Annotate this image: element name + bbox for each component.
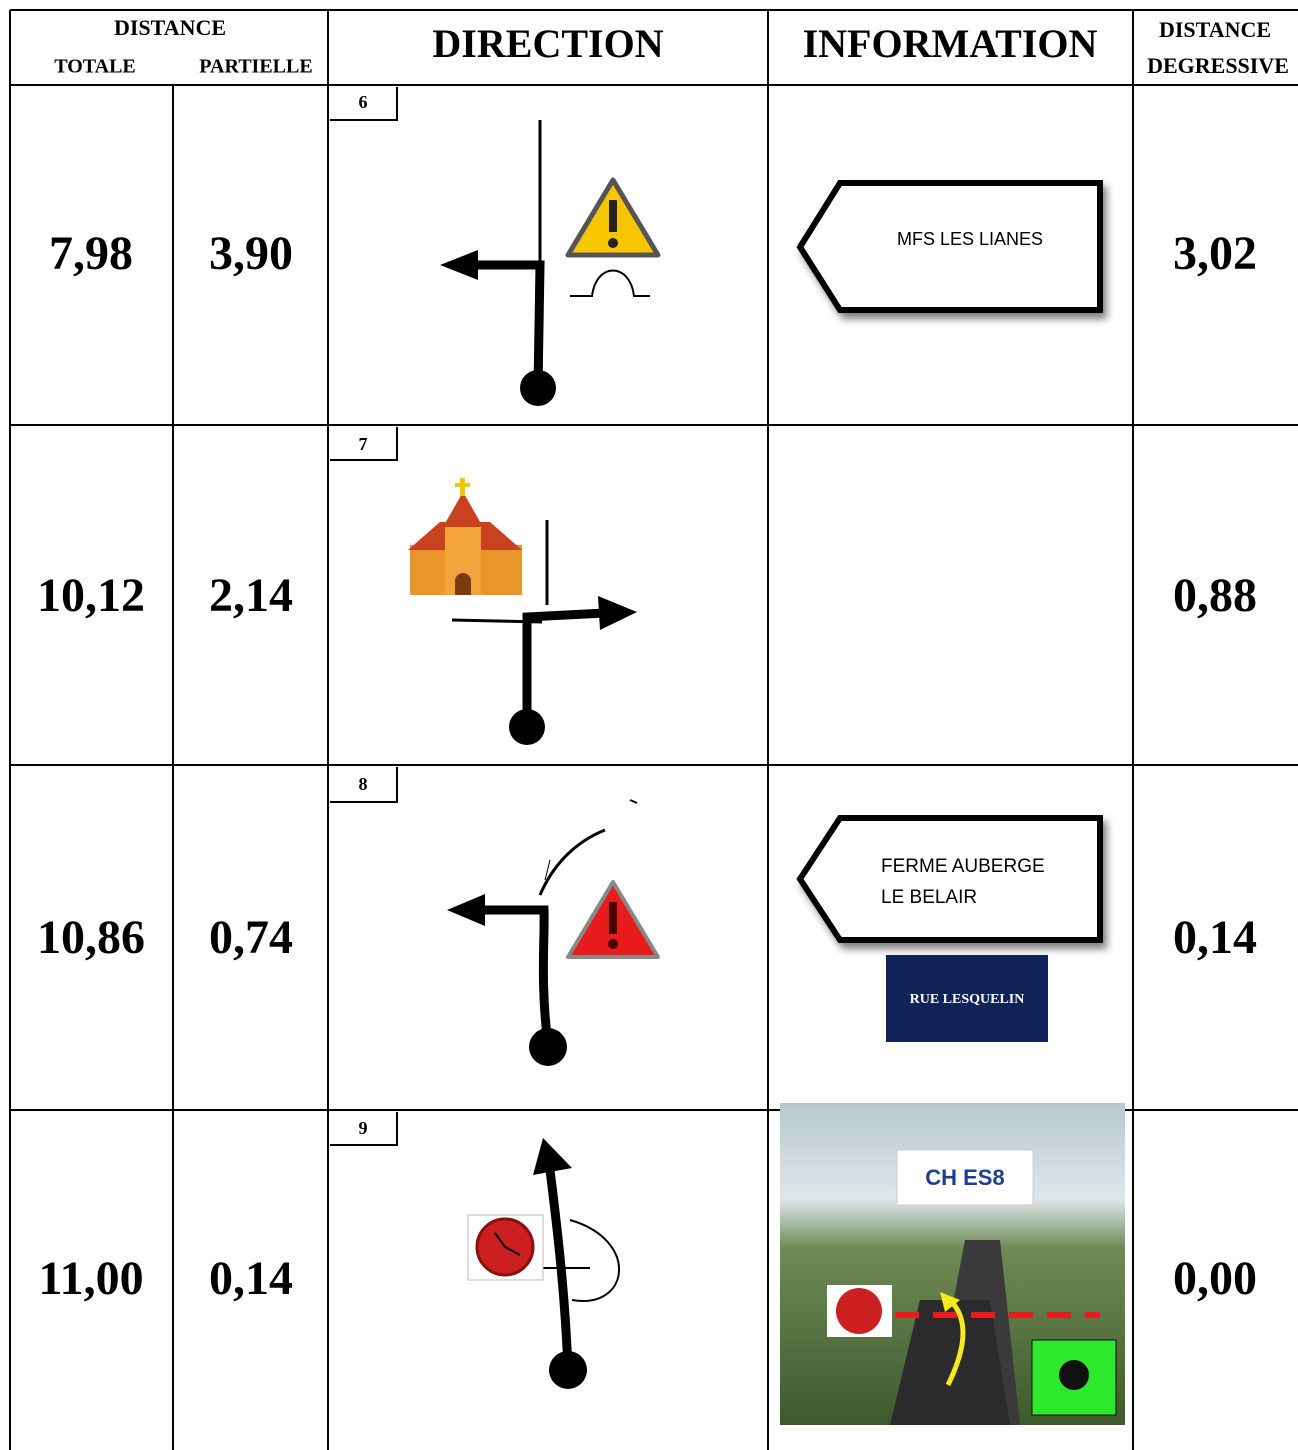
header-information: INFORMATION — [803, 21, 1098, 66]
step-number: 7 — [359, 434, 368, 454]
degressive: 0,88 — [1173, 569, 1257, 622]
direction-diagram — [467, 1138, 620, 1389]
totale: 7,98 — [49, 227, 133, 280]
totale: 10,12 — [37, 569, 145, 622]
row: 7,98 3,90 3,02 10,12 2,14 0,88 10,86 0,7… — [37, 227, 1257, 1305]
step-number: 6 — [359, 92, 368, 112]
sign-text: LE BELAIR — [881, 887, 977, 908]
road-photo: CH ES8 — [780, 1103, 1125, 1425]
partielle: 0,74 — [209, 911, 293, 964]
street-sign: RUE LESQUELIN — [886, 955, 1048, 1042]
step-boxes — [330, 87, 398, 1146]
degressive: 0,14 — [1173, 911, 1257, 964]
header-distance: DISTANCE — [114, 15, 226, 40]
sign-text: MFS LES LIANES — [897, 229, 1043, 249]
direction-sign: FERME AUBERGE LE BELAIR — [796, 815, 1103, 943]
degressive: 0,00 — [1173, 1252, 1257, 1305]
header-partielle: PARTIELLE — [199, 56, 312, 78]
street-name: RUE LESQUELIN — [910, 992, 1025, 1007]
direction-diagram — [440, 120, 661, 406]
step-number: 8 — [359, 774, 368, 794]
partielle: 2,14 — [209, 569, 293, 622]
photo-label: CH ES8 — [925, 1165, 1004, 1190]
direction-sign: MFS LES LIANES — [796, 180, 1103, 313]
header-degressive: DEGRESSIVE — [1147, 53, 1289, 78]
partielle: 3,90 — [209, 227, 293, 280]
totale: 11,00 — [38, 1252, 143, 1305]
table-grid — [9, 9, 1298, 1450]
direction-diagram — [447, 799, 660, 1066]
direction-diagram — [408, 478, 637, 745]
header-direction: DIRECTION — [432, 21, 663, 66]
sign-text: FERME AUBERGE — [881, 856, 1045, 877]
step-number: 9 — [359, 1118, 368, 1138]
header-distance-degressive: DISTANCE — [1159, 17, 1271, 42]
header-totale: TOTALE — [54, 56, 136, 78]
degressive: 3,02 — [1173, 227, 1257, 280]
totale: 10,86 — [37, 911, 145, 964]
partielle: 0,14 — [209, 1252, 293, 1305]
